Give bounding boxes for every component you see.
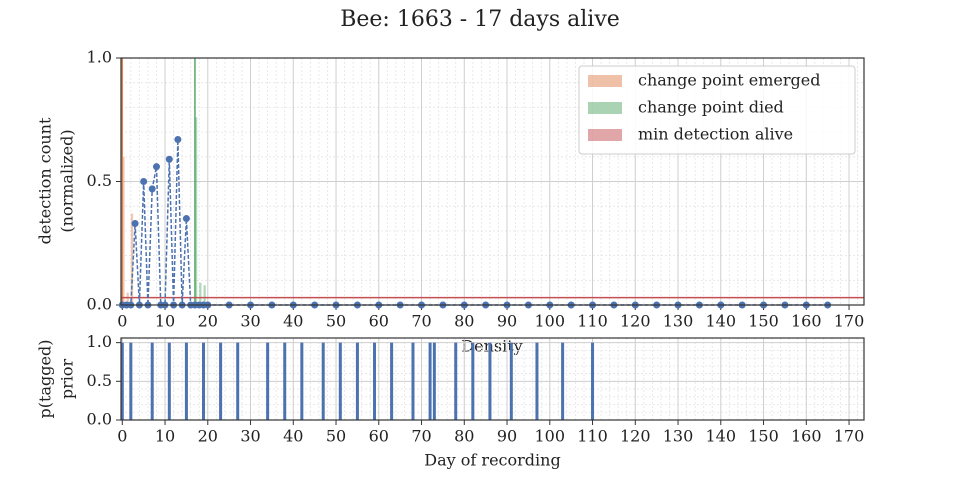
x-tick-label: 140 — [706, 427, 737, 446]
x-tick-label: 70 — [411, 312, 431, 331]
histogram-bar — [130, 213, 134, 305]
legend-label: min detection alive — [638, 125, 793, 144]
y-axis-label: p(tagged) — [36, 340, 55, 419]
legend-swatch — [588, 75, 622, 87]
bar — [411, 342, 415, 420]
bar — [535, 342, 539, 420]
x-tick-label: 0 — [117, 427, 127, 446]
x-tick-label: 10 — [155, 427, 175, 446]
x-tick-label: 30 — [240, 427, 260, 446]
bar — [428, 342, 432, 420]
x-tick-label: 90 — [497, 427, 517, 446]
x-tick-label: 20 — [198, 427, 218, 446]
bar — [219, 342, 223, 420]
y-tick-label: 1.0 — [87, 332, 112, 351]
bar — [591, 342, 595, 420]
histogram-bar — [194, 117, 198, 305]
bar — [129, 342, 133, 420]
x-tick-label: 10 — [155, 312, 175, 331]
x-axis-label: Day of recording — [424, 451, 560, 470]
y-tick-label: 0.0 — [87, 295, 112, 314]
inset-axis-label: Density — [461, 337, 522, 356]
bar — [321, 342, 325, 420]
y-axis-label: prior — [58, 359, 77, 400]
x-tick-label: 20 — [198, 312, 218, 331]
x-tick-label: 170 — [834, 427, 865, 446]
y-axis-label: detection count — [36, 117, 55, 244]
x-tick-label: 120 — [620, 427, 651, 446]
bar — [236, 342, 240, 420]
legend-swatch — [588, 102, 622, 114]
bar — [509, 342, 513, 420]
x-tick-label: 60 — [369, 312, 389, 331]
x-tick-label: 100 — [535, 312, 566, 331]
bar — [390, 342, 394, 420]
y-tick-label: 0.0 — [87, 410, 112, 429]
y-tick-label: 0.5 — [87, 171, 112, 190]
bar — [167, 342, 171, 420]
x-tick-label: 50 — [326, 427, 346, 446]
x-tick-label: 150 — [748, 312, 779, 331]
bar — [184, 342, 188, 420]
bar — [338, 342, 342, 420]
x-tick-label: 100 — [535, 427, 566, 446]
legend-label: change point died — [638, 98, 784, 117]
legend-box — [578, 65, 856, 155]
detection-point — [165, 155, 173, 163]
x-tick-label: 90 — [497, 312, 517, 331]
x-tick-label: 120 — [620, 312, 651, 331]
x-tick-label: 160 — [791, 312, 822, 331]
x-tick-label: 170 — [834, 312, 865, 331]
bar — [471, 342, 475, 420]
x-tick-label: 60 — [369, 427, 389, 446]
bar — [488, 342, 492, 420]
chart-title: Bee: 1663 - 17 days alive — [340, 7, 620, 32]
x-tick-label: 130 — [663, 427, 694, 446]
bar — [150, 342, 154, 420]
bar — [266, 342, 270, 420]
x-tick-label: 150 — [748, 427, 779, 446]
bar — [454, 342, 458, 420]
x-tick-label: 80 — [454, 427, 474, 446]
axes-frame — [120, 337, 865, 421]
histogram-bar — [203, 285, 206, 305]
histogram-bar — [199, 282, 202, 305]
legend-label: change point emerged — [638, 71, 820, 90]
x-tick-label: 130 — [663, 312, 694, 331]
bar — [561, 342, 565, 420]
bar — [120, 342, 124, 420]
legend-swatch — [588, 129, 622, 141]
detection-point — [148, 185, 156, 193]
y-axis-label: (normalized) — [58, 129, 77, 232]
x-tick-label: 110 — [577, 312, 608, 331]
x-tick-label: 80 — [454, 312, 474, 331]
bar — [355, 342, 359, 420]
y-tick-label: 1.0 — [87, 48, 112, 67]
bar — [432, 342, 436, 420]
bar — [283, 342, 287, 420]
detection-point — [182, 215, 190, 223]
detection-point — [140, 178, 148, 185]
x-tick-label: 30 — [240, 312, 260, 331]
detection-point — [131, 219, 139, 227]
detection-point — [174, 136, 182, 144]
x-tick-label: 0 — [117, 312, 127, 331]
detection-point — [152, 163, 160, 171]
x-tick-label: 110 — [577, 427, 608, 446]
axes-frame — [120, 57, 865, 306]
bar — [300, 342, 304, 420]
x-tick-label: 40 — [283, 312, 303, 331]
y-tick-label: 0.5 — [87, 371, 112, 390]
histogram-bar — [122, 156, 125, 305]
bar — [202, 342, 206, 420]
bar — [373, 342, 377, 420]
x-tick-label: 50 — [326, 312, 346, 331]
x-tick-label: 160 — [791, 427, 822, 446]
x-tick-label: 40 — [283, 427, 303, 446]
x-tick-label: 140 — [706, 312, 737, 331]
histogram-bar — [126, 292, 129, 305]
x-tick-label: 70 — [411, 427, 431, 446]
